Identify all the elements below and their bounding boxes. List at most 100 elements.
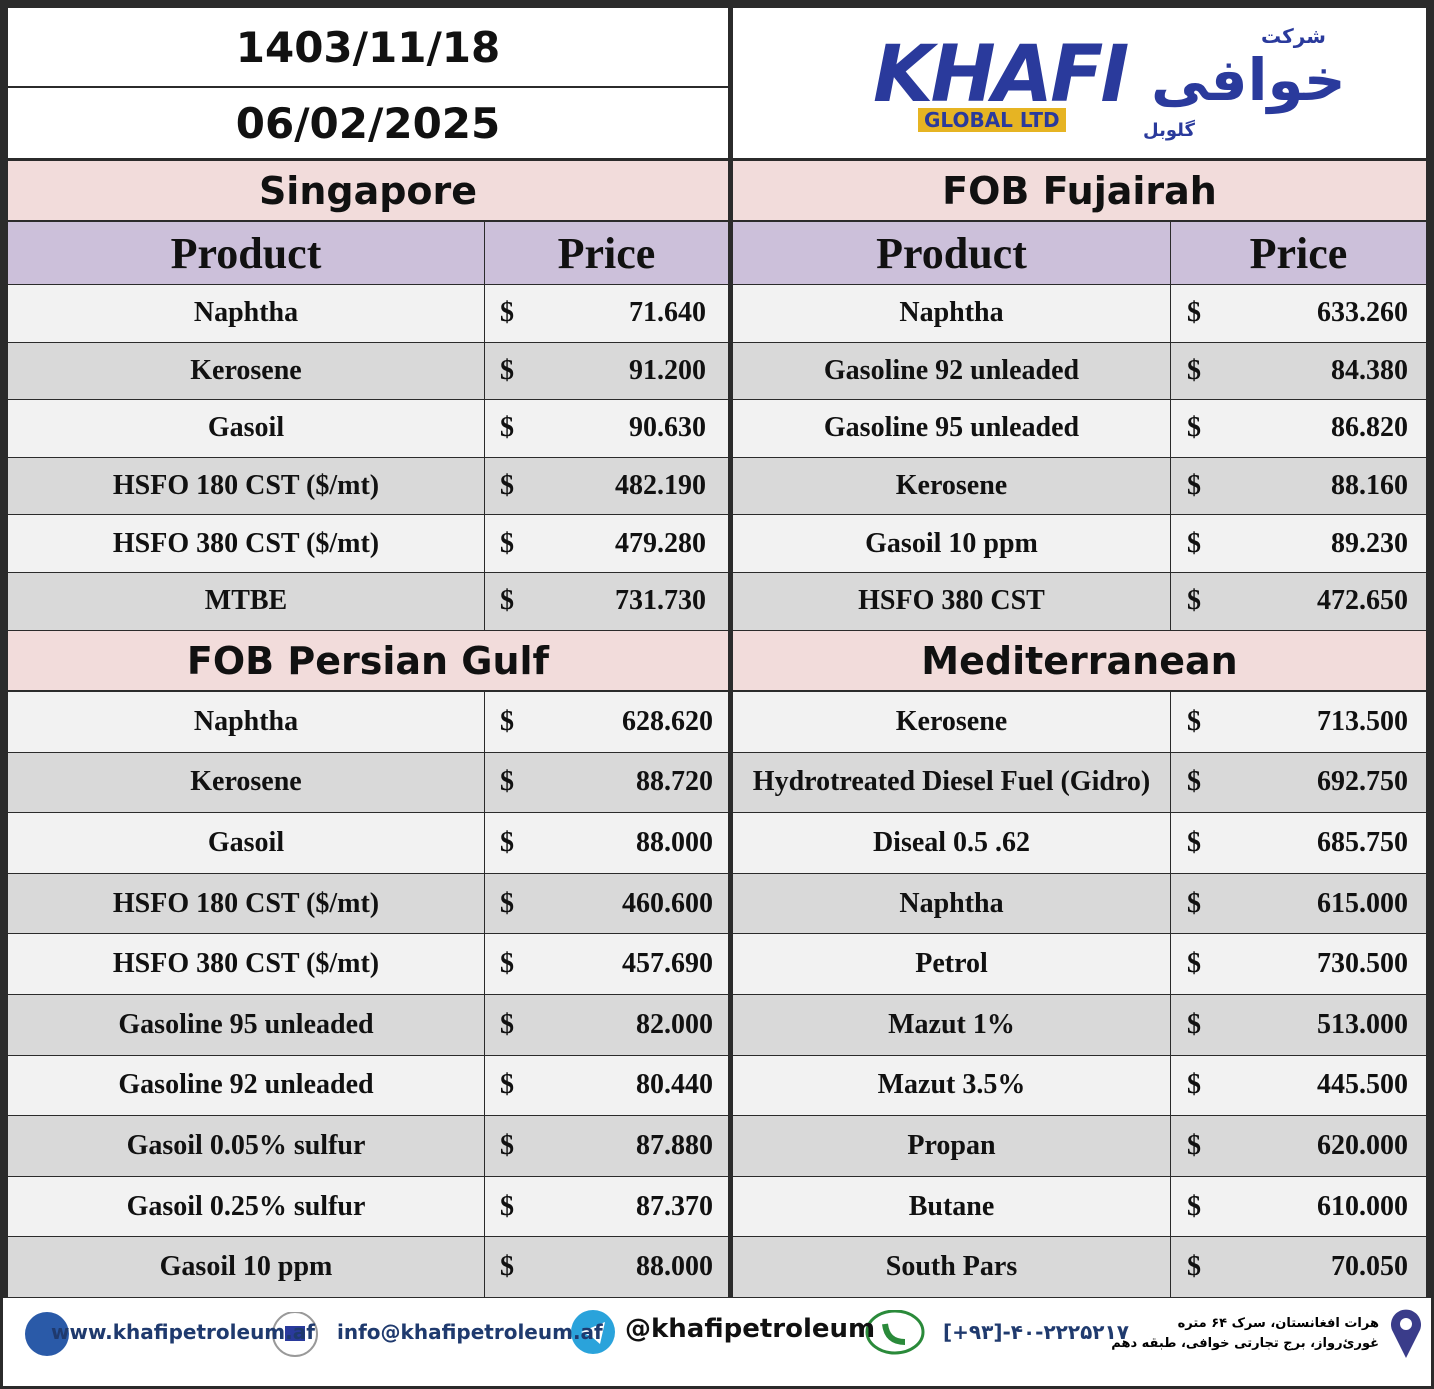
price-cell: $628.620: [485, 692, 728, 752]
price-cell: $88.720: [485, 752, 728, 813]
product-name: MTBE: [8, 573, 484, 630]
telegram-icon: [571, 1310, 615, 1354]
product-name: Gasoil 10 ppm: [8, 1237, 484, 1297]
product-name: HSFO 380 CST ($/mt): [8, 515, 484, 572]
price-cell: $713.500: [1171, 692, 1426, 752]
product-name: Naphtha: [733, 285, 1170, 342]
product-name: Kerosene: [733, 457, 1170, 515]
product-name: Propan: [733, 1116, 1170, 1176]
product-name: Kerosene: [733, 692, 1170, 752]
email: info@khafipetroleum.af: [337, 1320, 603, 1344]
product-name: Kerosene: [8, 342, 484, 400]
price-cell: $82.000: [485, 995, 728, 1055]
section-title: FOB Fujairah: [733, 161, 1426, 220]
currency: $: [500, 887, 514, 919]
currency: $: [500, 1008, 514, 1040]
price-cell: $88.160: [1171, 457, 1426, 515]
price-cell: $513.000: [1171, 995, 1426, 1055]
price-value: 513.000: [1317, 1008, 1408, 1040]
price-cell: $88.000: [485, 1237, 728, 1297]
currency: $: [1187, 826, 1201, 858]
product-name: Gasoil: [8, 813, 484, 873]
currency: $: [500, 705, 514, 737]
price-cell: $615.000: [1171, 873, 1426, 934]
currency: $: [1187, 766, 1201, 798]
price-value: 88.000: [636, 1251, 713, 1283]
product-name: Diseal 0.5 .62: [733, 813, 1170, 873]
product-name: Gasoline 95 unleaded: [8, 995, 484, 1055]
price-value: 71.640: [629, 297, 706, 329]
product-name: Gasoil 0.05% sulfur: [8, 1116, 484, 1176]
product-name: Gasoil 10 ppm: [733, 515, 1170, 572]
product-name: Butane: [733, 1176, 1170, 1237]
product-name: Gasoline 95 unleaded: [733, 400, 1170, 457]
product-name: South Pars: [733, 1237, 1170, 1297]
footer: www.khafipetroleum.af info@khafipetroleu…: [3, 1298, 1431, 1386]
price-value: 482.190: [615, 470, 706, 502]
price-cell: $460.600: [485, 873, 728, 934]
address-line: غورئ‌رواز، برج تجارتی خوافی، طبقه دهم: [1111, 1336, 1379, 1351]
price-value: 620.000: [1317, 1129, 1408, 1161]
currency: $: [500, 766, 514, 798]
product-name: Gasoil: [8, 400, 484, 457]
currency: $: [500, 412, 514, 444]
price-cell: $620.000: [1171, 1116, 1426, 1176]
price-value: 713.500: [1317, 705, 1408, 737]
price-value: 86.820: [1331, 412, 1408, 444]
price-value: 70.050: [1331, 1251, 1408, 1283]
price-value: 91.200: [629, 354, 706, 386]
currency: $: [500, 470, 514, 502]
currency: $: [1187, 354, 1201, 386]
logo-box: KHAFI GLOBAL LTD شرکت خوافی گلوبل: [733, 8, 1426, 158]
column-header: Price: [1171, 222, 1426, 284]
column-header: Product: [8, 222, 484, 284]
price-cell: $87.370: [485, 1176, 728, 1237]
currency: $: [1187, 1251, 1201, 1283]
currency: $: [1187, 297, 1201, 329]
price-value: 89.230: [1331, 527, 1408, 559]
logo-persian: خوافی: [1151, 46, 1346, 114]
price-value: 633.260: [1317, 297, 1408, 329]
currency: $: [500, 948, 514, 980]
logo-persian-bottom: گلوبل: [1143, 120, 1195, 141]
currency: $: [1187, 527, 1201, 559]
product-name: HSFO 180 CST ($/mt): [8, 457, 484, 515]
currency: $: [1187, 948, 1201, 980]
currency: $: [500, 1129, 514, 1161]
currency: $: [1187, 1129, 1201, 1161]
website: www.khafipetroleum.af: [51, 1320, 315, 1344]
price-cell: $457.690: [485, 934, 728, 994]
price-cell: $84.380: [1171, 342, 1426, 400]
price-cell: $70.050: [1171, 1237, 1426, 1297]
price-value: 88.000: [636, 826, 713, 858]
price-value: 84.380: [1331, 354, 1408, 386]
price-cell: $90.630: [485, 400, 728, 457]
location-icon: [1391, 1309, 1421, 1358]
product-name: Gasoline 92 unleaded: [8, 1055, 484, 1116]
footer-icons: [25, 1312, 318, 1357]
section-title: FOB Persian Gulf: [8, 631, 728, 690]
price-value: 445.500: [1317, 1069, 1408, 1101]
product-name: HSFO 180 CST ($/mt): [8, 873, 484, 934]
currency: $: [500, 585, 514, 617]
price-cell: $91.200: [485, 342, 728, 400]
price-value: 80.440: [636, 1069, 713, 1101]
product-name: Naphtha: [8, 692, 484, 752]
column-header: Price: [485, 222, 728, 284]
price-cell: $472.650: [1171, 573, 1426, 630]
currency: $: [1187, 1008, 1201, 1040]
price-value: 88.160: [1331, 470, 1408, 502]
price-cell: $731.730: [485, 573, 728, 630]
price-value: 730.500: [1317, 948, 1408, 980]
currency: $: [1187, 1069, 1201, 1101]
price-value: 90.630: [629, 412, 706, 444]
product-name: Gasoil 0.25% sulfur: [8, 1176, 484, 1237]
price-cell: $692.750: [1171, 752, 1426, 813]
section-title: Mediterranean: [733, 631, 1426, 690]
phone: [+۹۳]-۴۰-۲۲۲۵۲۱۷: [943, 1320, 1129, 1344]
price-cell: $445.500: [1171, 1055, 1426, 1116]
currency: $: [1187, 887, 1201, 919]
address-line: هرات افغانستان، سرک ۶۴ متره: [1177, 1316, 1379, 1331]
product-name: Naphtha: [733, 873, 1170, 934]
